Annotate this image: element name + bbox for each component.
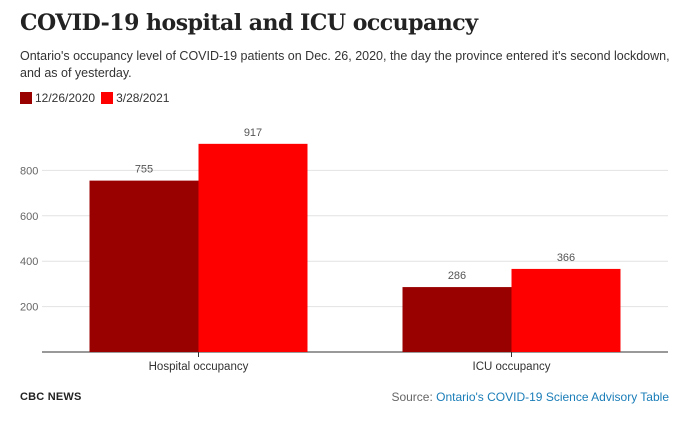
source-credit: Source: Ontario's COVID-19 Science Advis…: [391, 390, 669, 404]
data-label: 917: [244, 127, 262, 139]
bar: [89, 180, 199, 352]
data-label: 286: [448, 270, 466, 282]
source-prefix: Source:: [391, 390, 437, 404]
legend: 12/26/2020 3/28/2021: [20, 91, 175, 105]
chart-title: COVID-19 hospital and ICU occupancy: [20, 10, 478, 36]
legend-swatch-series-1: [20, 92, 32, 104]
y-tick-label: 200: [20, 302, 38, 314]
legend-item-series-2: 3/28/2021: [101, 91, 169, 105]
y-tick-label: 400: [20, 256, 38, 268]
legend-swatch-series-2: [101, 92, 114, 104]
legend-label-series-1: 12/26/2020: [35, 91, 96, 105]
bar: [511, 268, 621, 352]
data-label: 366: [557, 252, 575, 264]
y-tick-label: 600: [20, 211, 38, 223]
bars: [89, 143, 621, 352]
legend-label-series-2: 3/28/2021: [116, 91, 170, 105]
y-tick-label: 800: [20, 165, 38, 177]
legend-item-series-1: 12/26/2020: [20, 91, 95, 105]
x-tick-labels: Hospital occupancy ICU occupancy: [149, 352, 551, 373]
brand-logo: CBC NEWS: [20, 391, 82, 403]
source-link[interactable]: Ontario's COVID-19 Science Advisory Tabl…: [436, 390, 669, 404]
bar: [198, 143, 308, 352]
bar-chart: 200 400 600 800 755 917 286 366 Hospital occup…: [20, 127, 668, 373]
x-tick-label: Hospital occupancy: [149, 361, 249, 373]
chart-subtitle: Ontario's occupancy level of COVID-19 pa…: [20, 49, 670, 80]
data-labels: 755 917 286 366: [135, 127, 575, 282]
x-tick-label: ICU occupancy: [473, 361, 551, 373]
y-tick-labels: 200 400 600 800: [20, 165, 38, 313]
bar: [402, 287, 512, 352]
data-label: 755: [135, 164, 153, 176]
